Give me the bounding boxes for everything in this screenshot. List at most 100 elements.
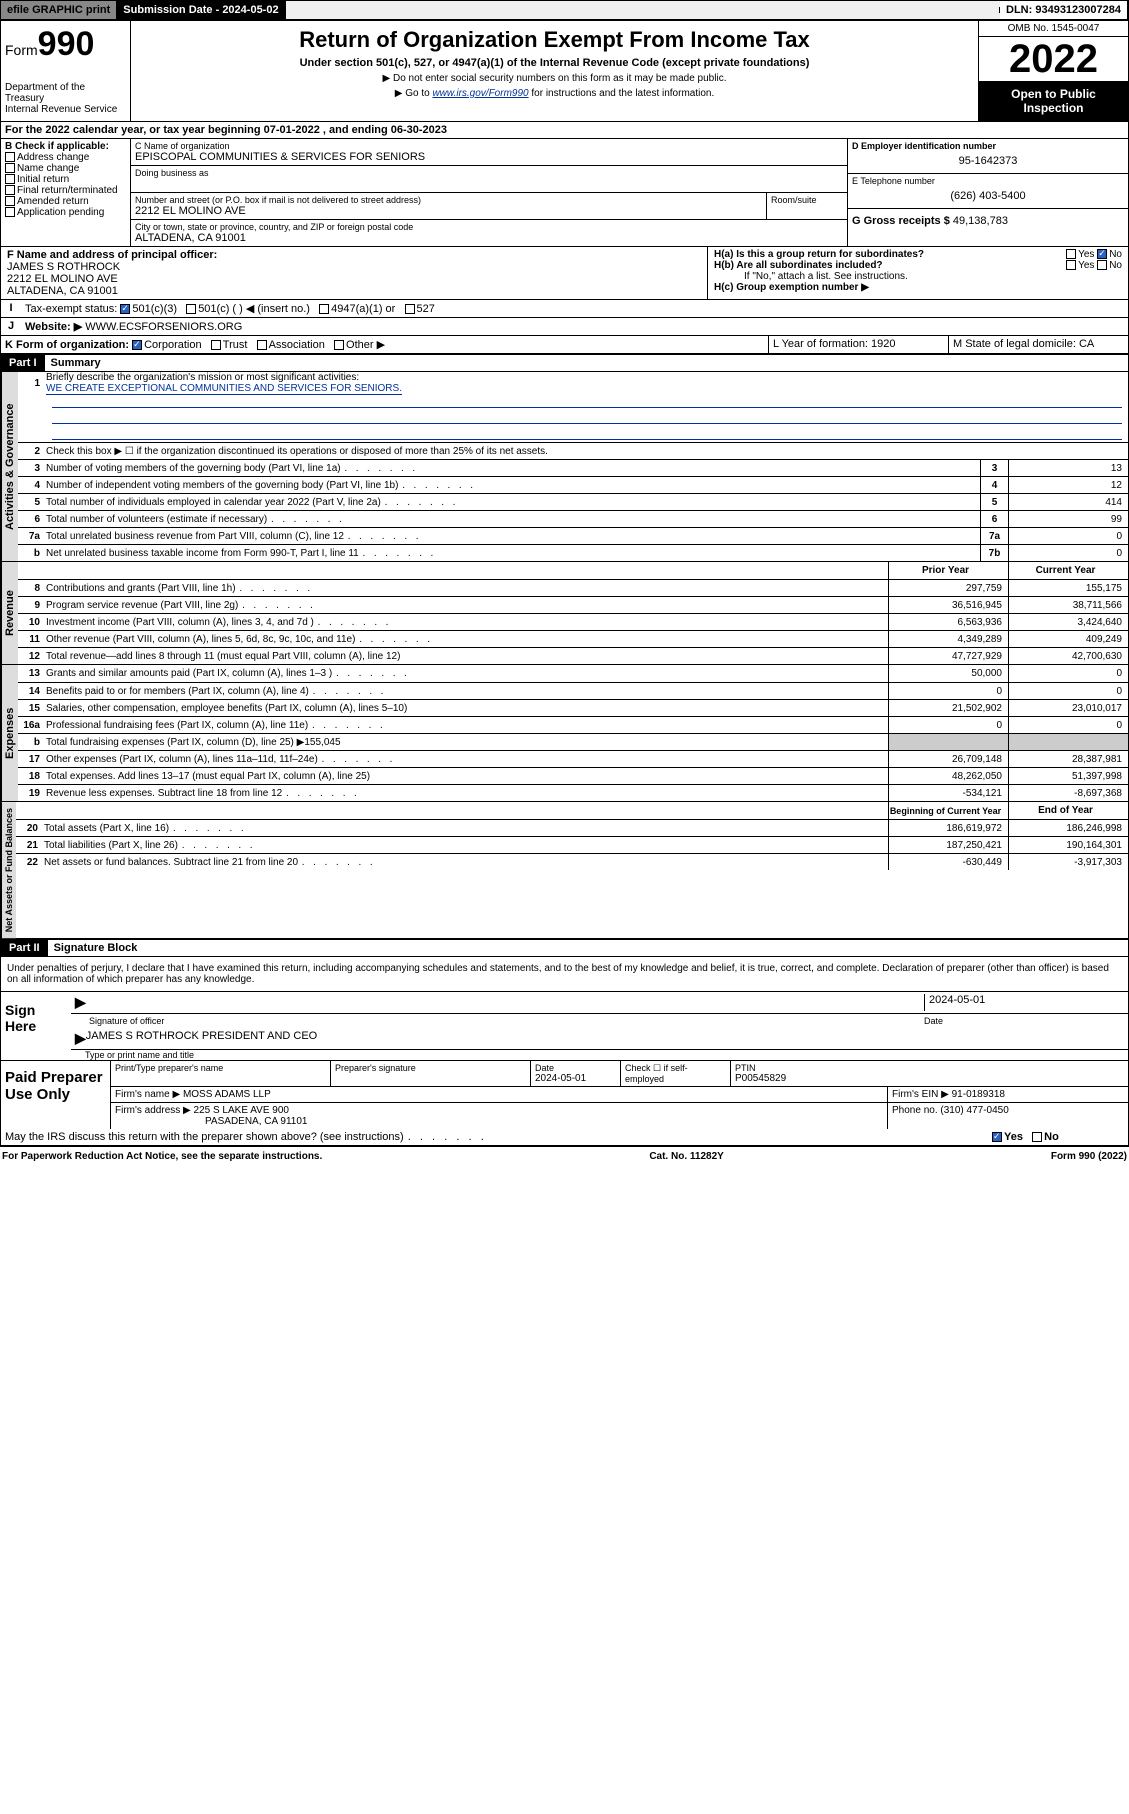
hdr-curr: Current Year bbox=[1008, 562, 1128, 579]
c20: 186,246,998 bbox=[1008, 820, 1128, 836]
tab-netassets: Net Assets or Fund Balances bbox=[1, 802, 16, 938]
dba-label: Doing business as bbox=[135, 168, 843, 178]
box-h: H(a) Is this a group return for subordin… bbox=[708, 247, 1128, 299]
footer-left: For Paperwork Reduction Act Notice, see … bbox=[2, 1151, 322, 1162]
c15: 23,010,017 bbox=[1008, 700, 1128, 716]
l7a: Total unrelated business revenue from Pa… bbox=[46, 531, 980, 542]
p9: 36,516,945 bbox=[888, 597, 1008, 613]
l22: Net assets or fund balances. Subtract li… bbox=[44, 857, 888, 868]
city-label: City or town, state or province, country… bbox=[135, 222, 843, 232]
state-domicile: M State of legal domicile: CA bbox=[948, 336, 1128, 353]
p13: 50,000 bbox=[888, 665, 1008, 682]
part1-title: Summary bbox=[45, 355, 107, 371]
l8: Contributions and grants (Part VIII, lin… bbox=[46, 583, 888, 594]
sign-here-label: Sign Here bbox=[1, 992, 71, 1060]
note-ssn: ▶ Do not enter social security numbers o… bbox=[137, 73, 972, 84]
note-link: ▶ Go to www.irs.gov/Form990 for instruct… bbox=[137, 88, 972, 99]
mission-text: WE CREATE EXCEPTIONAL COMMUNITIES AND SE… bbox=[46, 383, 402, 395]
l4: Number of independent voting members of … bbox=[46, 480, 980, 491]
l5: Total number of individuals employed in … bbox=[46, 497, 980, 508]
discuss-question: May the IRS discuss this return with the… bbox=[1, 1129, 988, 1145]
hdr-end: End of Year bbox=[1008, 802, 1128, 819]
v6: 99 bbox=[1008, 511, 1128, 527]
p15: 21,502,902 bbox=[888, 700, 1008, 716]
firm-addr2: PASADENA, CA 91101 bbox=[115, 1116, 307, 1127]
p10: 6,563,936 bbox=[888, 614, 1008, 630]
c16a: 0 bbox=[1008, 717, 1128, 733]
l16b: Total fundraising expenses (Part IX, col… bbox=[46, 737, 888, 748]
prep-sig-label: Preparer's signature bbox=[335, 1063, 526, 1073]
year-formation: L Year of formation: 1920 bbox=[768, 336, 948, 353]
footer-right: Form 990 (2022) bbox=[1051, 1151, 1127, 1162]
p12: 47,727,929 bbox=[888, 648, 1008, 664]
website-label: Website: ▶ bbox=[25, 321, 82, 333]
prep-date: 2024-05-01 bbox=[535, 1073, 616, 1084]
p20: 186,619,972 bbox=[888, 820, 1008, 836]
c22: -3,917,303 bbox=[1008, 854, 1128, 870]
form-subtitle: Under section 501(c), 527, or 4947(a)(1)… bbox=[137, 57, 972, 69]
p18: 48,262,050 bbox=[888, 768, 1008, 784]
v3: 13 bbox=[1008, 460, 1128, 476]
l14: Benefits paid to or for members (Part IX… bbox=[46, 686, 888, 697]
p14: 0 bbox=[888, 683, 1008, 699]
l21: Total liabilities (Part X, line 26) bbox=[44, 840, 888, 851]
discuss-yes: Yes bbox=[1004, 1131, 1023, 1143]
l16a: Professional fundraising fees (Part IX, … bbox=[46, 720, 888, 731]
form-title: Return of Organization Exempt From Incom… bbox=[137, 27, 972, 53]
c18: 51,397,998 bbox=[1008, 768, 1128, 784]
firm-ein-label: Firm's EIN ▶ bbox=[892, 1089, 949, 1100]
v4: 12 bbox=[1008, 477, 1128, 493]
l19: Revenue less expenses. Subtract line 18 … bbox=[46, 788, 888, 799]
form-of-org: K Form of organization: Corporation Trus… bbox=[1, 336, 768, 353]
date-label: Date bbox=[924, 1016, 1124, 1026]
open-to-public: Open to Public Inspection bbox=[979, 81, 1128, 121]
omb-number: OMB No. 1545-0047 bbox=[979, 21, 1128, 37]
l10: Investment income (Part VIII, column (A)… bbox=[46, 617, 888, 628]
part2-title: Signature Block bbox=[48, 940, 144, 956]
c17: 28,387,981 bbox=[1008, 751, 1128, 767]
hdr-begin: Beginning of Current Year bbox=[888, 802, 1008, 819]
c14: 0 bbox=[1008, 683, 1128, 699]
prep-name-label: Print/Type preparer's name bbox=[115, 1063, 326, 1073]
phone-label: E Telephone number bbox=[852, 176, 1124, 186]
c21: 190,164,301 bbox=[1008, 837, 1128, 853]
tax-year: 2022 bbox=[979, 37, 1128, 81]
p11: 4,349,289 bbox=[888, 631, 1008, 647]
discuss-no: No bbox=[1044, 1131, 1059, 1143]
ein-value: 95-1642373 bbox=[852, 151, 1124, 171]
tab-expenses: Expenses bbox=[1, 665, 18, 801]
p22: -630,449 bbox=[888, 854, 1008, 870]
prep-date-label: Date bbox=[535, 1063, 616, 1073]
l2: Check this box ▶ ☐ if the organization d… bbox=[46, 446, 1128, 457]
p17: 26,709,148 bbox=[888, 751, 1008, 767]
l9: Program service revenue (Part VIII, line… bbox=[46, 600, 888, 611]
dln: DLN: 93493123007284 bbox=[1000, 1, 1128, 19]
part1-header: Part I bbox=[1, 355, 45, 371]
sig-label: Signature of officer bbox=[75, 1016, 924, 1026]
officer-name: JAMES S ROTHROCK PRESIDENT AND CEO bbox=[86, 1030, 317, 1047]
paid-preparer-label: Paid Preparer Use Only bbox=[1, 1061, 111, 1129]
phone-value: (626) 403-5400 bbox=[852, 186, 1124, 206]
v5: 414 bbox=[1008, 494, 1128, 510]
org-name-label: C Name of organization bbox=[135, 141, 843, 151]
p16a: 0 bbox=[888, 717, 1008, 733]
gross-receipts: 49,138,783 bbox=[953, 215, 1008, 227]
l12: Total revenue—add lines 8 through 11 (mu… bbox=[46, 651, 888, 662]
c10: 3,424,640 bbox=[1008, 614, 1128, 630]
irs-link[interactable]: www.irs.gov/Form990 bbox=[432, 88, 528, 99]
l6: Total number of volunteers (estimate if … bbox=[46, 514, 980, 525]
top-bar: efile GRAPHIC print Submission Date - 20… bbox=[0, 0, 1129, 20]
c9: 38,711,566 bbox=[1008, 597, 1128, 613]
form-990: Form990 Department of the Treasury Inter… bbox=[0, 20, 1129, 1147]
ptin: P00545829 bbox=[735, 1073, 1124, 1084]
efile-badge[interactable]: efile GRAPHIC print bbox=[1, 1, 117, 19]
l13: Grants and similar amounts paid (Part IX… bbox=[46, 668, 888, 679]
c13: 0 bbox=[1008, 665, 1128, 682]
firm-ein: 91-0189318 bbox=[952, 1089, 1005, 1100]
firm-name-label: Firm's name ▶ bbox=[115, 1089, 180, 1100]
p19: -534,121 bbox=[888, 785, 1008, 801]
box-f: F Name and address of principal officer:… bbox=[1, 247, 708, 299]
l20: Total assets (Part X, line 16) bbox=[44, 823, 888, 834]
l18: Total expenses. Add lines 13–17 (must eq… bbox=[46, 771, 888, 782]
l11: Other revenue (Part VIII, column (A), li… bbox=[46, 634, 888, 645]
